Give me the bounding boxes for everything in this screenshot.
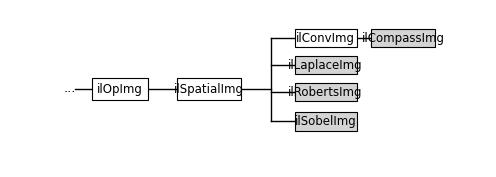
- Text: ilCompassImg: ilCompassImg: [362, 32, 444, 45]
- FancyBboxPatch shape: [295, 29, 357, 47]
- Text: ilSobelImg: ilSobelImg: [295, 115, 356, 128]
- FancyBboxPatch shape: [295, 112, 357, 131]
- Text: ilSpatialImg: ilSpatialImg: [174, 82, 244, 96]
- Text: ilOpImg: ilOpImg: [97, 82, 143, 96]
- FancyBboxPatch shape: [295, 83, 357, 101]
- Text: ...: ...: [63, 82, 76, 96]
- FancyBboxPatch shape: [295, 56, 357, 74]
- Text: ilConvImg: ilConvImg: [296, 32, 355, 45]
- FancyBboxPatch shape: [371, 29, 435, 47]
- FancyBboxPatch shape: [92, 78, 148, 100]
- Text: ilRobertsImg: ilRobertsImg: [288, 86, 363, 99]
- FancyBboxPatch shape: [178, 78, 241, 100]
- Text: ilLaplaceImg: ilLaplaceImg: [288, 59, 363, 72]
